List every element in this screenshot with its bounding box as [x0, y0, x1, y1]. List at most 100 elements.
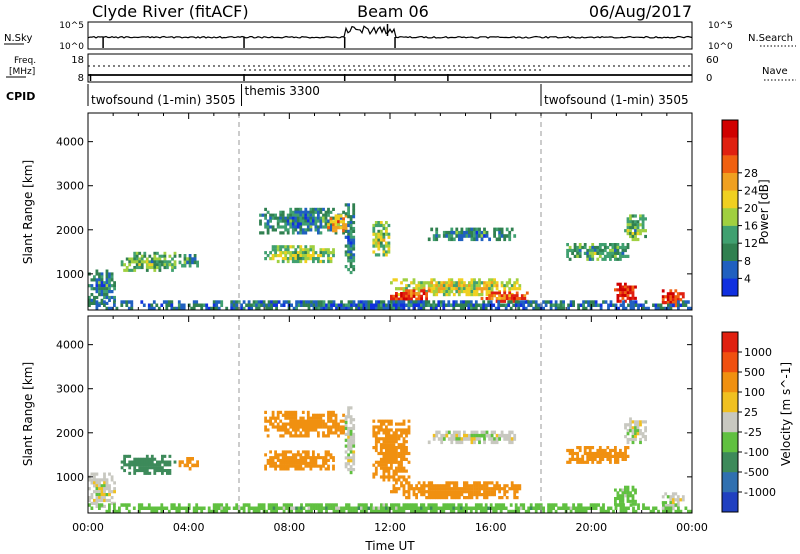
heatmap-cell — [163, 469, 167, 473]
heatmap-cell — [458, 433, 461, 438]
heatmap-cell — [417, 303, 421, 307]
heatmap-cell — [153, 466, 157, 470]
heatmap-cell — [272, 303, 276, 307]
heatmap-cell — [432, 278, 436, 282]
heatmap-cell — [405, 284, 408, 288]
heatmap-cell — [281, 219, 285, 223]
heatmap-cell — [193, 463, 197, 468]
heatmap-cell — [397, 437, 401, 441]
heatmap-cell — [642, 306, 645, 310]
heatmap-cell — [156, 466, 159, 470]
heatmap-cell — [390, 451, 393, 456]
heatmap-cell — [488, 281, 491, 285]
heatmap-cell — [454, 300, 458, 304]
heatmap-cell — [157, 506, 161, 510]
heatmap-cell — [360, 509, 363, 513]
heatmap-cell — [314, 225, 318, 229]
heatmap-cell — [242, 503, 246, 507]
heatmap-cell — [329, 425, 333, 429]
heatmap-cell — [578, 254, 582, 258]
heatmap-cell — [490, 281, 494, 285]
heatmap-cell — [108, 493, 111, 497]
heatmap-cell — [284, 228, 288, 232]
heatmap-cell — [425, 294, 428, 298]
heatmap-cell — [103, 498, 106, 503]
heatmap-cell — [593, 248, 597, 253]
heatmap-cell — [317, 228, 320, 232]
heatmap-cell — [352, 453, 356, 457]
heatmap-cell — [98, 301, 101, 305]
heatmap-cell — [105, 281, 109, 285]
heatmap-cell — [622, 509, 625, 513]
heatmap-cell — [317, 425, 320, 429]
heatmap-cell — [257, 300, 261, 304]
heatmap-cell — [395, 306, 398, 310]
heatmap-cell — [286, 213, 290, 217]
heatmap-cell — [347, 412, 350, 416]
heatmap-cell — [425, 490, 428, 494]
heatmap-cell — [598, 248, 602, 253]
heatmap-cell — [573, 254, 577, 258]
heatmap-cell — [282, 509, 286, 513]
heatmap-cell — [345, 503, 348, 507]
heatmap-cell — [641, 226, 645, 230]
colorbar-segment — [722, 472, 738, 493]
heatmap-cell — [319, 210, 323, 214]
heatmap-cell — [374, 431, 378, 435]
heatmap-cell — [155, 509, 159, 513]
heatmap-cell — [108, 498, 111, 503]
heatmap-cell — [614, 454, 617, 458]
y-tick-label: 2000 — [56, 427, 84, 440]
heatmap-cell — [442, 487, 446, 491]
heatmap-cell — [286, 428, 290, 432]
heatmap-cell — [374, 223, 378, 228]
heatmap-cell — [274, 450, 277, 454]
heatmap-cell — [161, 254, 164, 258]
heatmap-cell — [215, 509, 219, 513]
y-tick-label: 4000 — [56, 136, 84, 149]
heatmap-cell — [317, 416, 320, 420]
heatmap-cell — [450, 287, 454, 291]
heatmap-cell — [153, 469, 157, 473]
heatmap-cell — [127, 306, 131, 310]
heatmap-cell — [460, 234, 464, 238]
heatmap-cell — [547, 300, 550, 304]
heatmap-cell — [347, 229, 350, 233]
heatmap-cell — [312, 413, 315, 417]
heatmap-cell — [277, 300, 281, 304]
heatmap-cell — [689, 306, 692, 310]
heatmap-cell — [440, 287, 444, 291]
heatmap-cell — [269, 213, 272, 217]
heatmap-cell — [350, 509, 353, 513]
heatmap-cell — [301, 228, 305, 232]
heatmap-cell — [266, 419, 270, 423]
heatmap-cell — [586, 451, 590, 456]
heatmap-cell — [271, 425, 275, 429]
heatmap-cell — [95, 478, 99, 482]
heatmap-cell — [576, 254, 579, 258]
heatmap-cell — [458, 237, 461, 242]
heatmap-cell — [407, 475, 411, 479]
heatmap-cell — [626, 437, 630, 442]
heatmap-cell — [274, 416, 277, 420]
heatmap-cell — [402, 297, 406, 301]
heatmap-cell — [395, 478, 398, 482]
heatmap-cell — [352, 268, 356, 272]
heatmap-cell — [161, 471, 164, 475]
heatmap-cell — [247, 306, 251, 310]
heatmap-cell — [435, 234, 439, 238]
heatmap-cell — [133, 268, 137, 272]
heatmap-cell — [420, 287, 423, 291]
heatmap-cell — [639, 440, 642, 445]
heatmap-cell — [276, 422, 280, 426]
heatmap-cell — [395, 434, 398, 438]
heatmap-cell — [337, 226, 340, 230]
heatmap-cell — [296, 450, 300, 454]
heatmap-cell — [349, 253, 353, 257]
heatmap-cell — [105, 275, 109, 279]
heatmap-cell — [617, 503, 620, 507]
colorbar-tick-label: 24 — [744, 184, 758, 197]
heatmap-cell — [435, 496, 439, 500]
heatmap-cell — [636, 223, 640, 227]
velocity-colorbar-title: Velocity [m s^-1] — [779, 362, 793, 466]
